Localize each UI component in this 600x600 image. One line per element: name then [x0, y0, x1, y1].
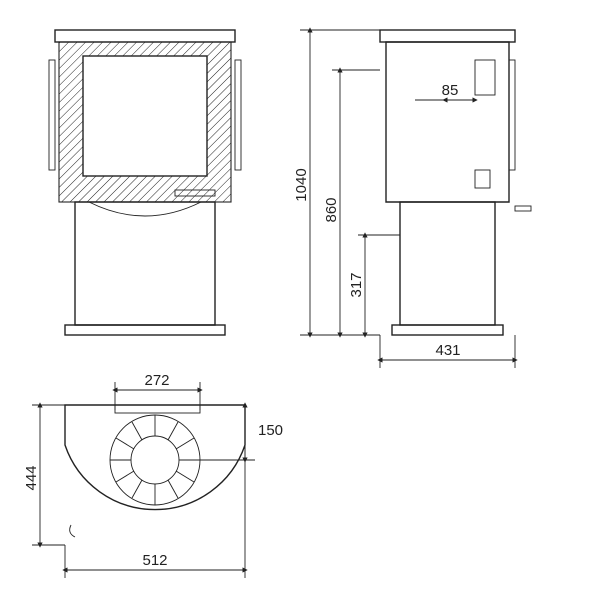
front-view [49, 30, 241, 335]
dim-431: 431 [435, 342, 460, 359]
dim-272: 272 [144, 372, 169, 389]
dim-150: 150 [258, 422, 283, 439]
side-dimensions: 1040 860 317 85 431 [293, 30, 515, 368]
plan-view [65, 405, 245, 537]
dim-512: 512 [142, 552, 167, 569]
dim-444: 444 [23, 465, 40, 490]
dim-860: 860 [323, 197, 340, 222]
dim-height-1040: 1040 [293, 168, 310, 201]
plan-dimensions: 272 150 444 512 [23, 372, 283, 578]
dim-317: 317 [348, 272, 365, 297]
side-view [380, 30, 531, 335]
dim-85: 85 [442, 82, 459, 99]
